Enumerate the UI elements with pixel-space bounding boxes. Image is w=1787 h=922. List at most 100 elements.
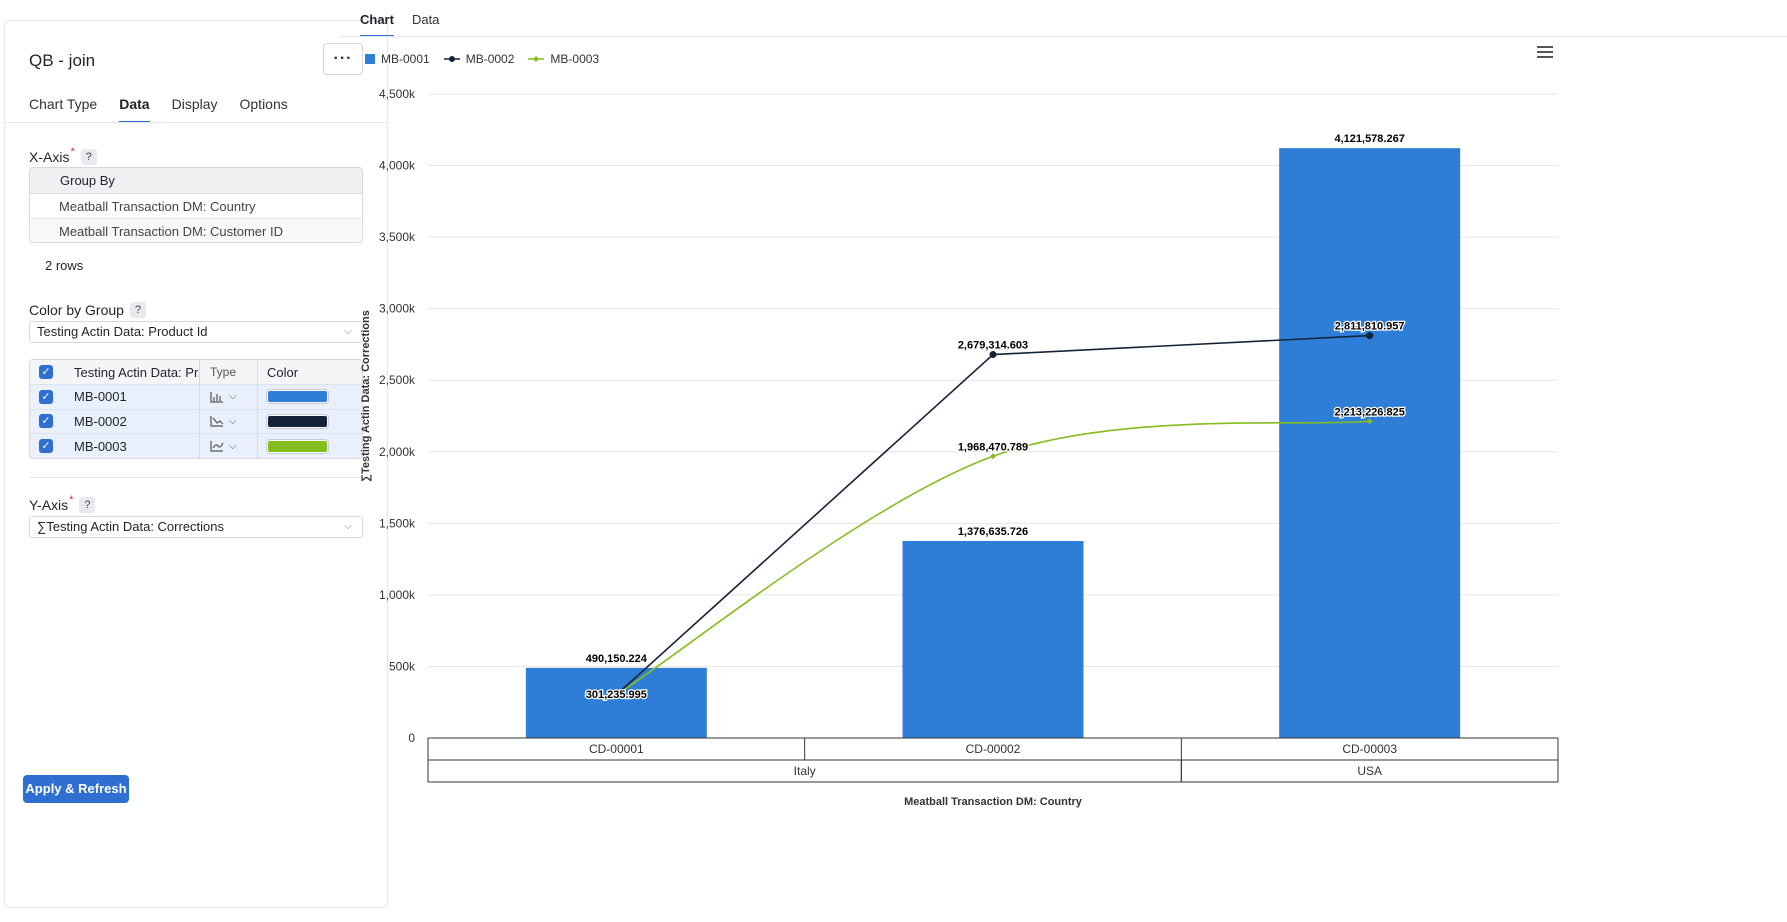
spline-point — [613, 691, 620, 698]
legend-item[interactable]: MB-0003 — [528, 52, 599, 66]
required-marker: * — [70, 146, 75, 158]
chevron-down-icon: ⌵ — [229, 391, 237, 403]
data-label: 2,811,810.957 — [1335, 321, 1405, 333]
series-type-select[interactable]: ⌵ — [199, 385, 257, 409]
y-tick-label: 1,500k — [379, 516, 416, 530]
chevron-down-icon: ⌵ — [229, 440, 237, 452]
x-axis-label-row: X-Axis * ? — [29, 146, 97, 165]
legend-label: MB-0001 — [381, 52, 430, 66]
y-tick-label: 3,000k — [379, 302, 416, 316]
tab-options[interactable]: Options — [239, 96, 288, 112]
series-color-picker[interactable] — [257, 385, 362, 409]
help-icon[interactable]: ? — [129, 302, 146, 318]
x-group-label: USA — [1357, 764, 1382, 778]
color-swatch — [267, 390, 328, 404]
series-color-picker[interactable] — [257, 409, 362, 433]
legend-line-marker — [443, 56, 460, 62]
series-type-select[interactable]: ⌵ — [199, 434, 257, 458]
y-axis-value: ∑Testing Actin Data: Corrections — [37, 519, 225, 534]
y-axis-select[interactable]: ∑Testing Actin Data: Corrections ⌵ — [29, 516, 363, 538]
series-type-select[interactable]: ⌵ — [199, 409, 257, 433]
data-label: 301,235.995 — [586, 689, 647, 701]
y-tick-label: 2,000k — [379, 445, 416, 459]
data-label: 4,121,578.267 — [1334, 133, 1404, 145]
series-color-header: Color — [257, 360, 362, 384]
bar — [525, 667, 707, 738]
group-by-item[interactable]: Meatball Transaction DM: Customer ID — [30, 219, 362, 242]
data-label: 490,150.224 — [586, 653, 648, 665]
x-axis-title: Meatball Transaction DM: Country — [904, 796, 1083, 808]
y-tick-label: 2,500k — [379, 373, 416, 387]
series-checkbox[interactable]: ✓ — [39, 439, 53, 454]
data-label: 1,968,470.789 — [958, 441, 1028, 453]
select-all-checkbox[interactable]: ✓ — [39, 365, 53, 379]
y-tick-label: 4,000k — [379, 159, 416, 173]
group-by-header: Group By — [30, 168, 362, 194]
y-tick-label: 4,500k — [379, 87, 416, 101]
hamburger-menu-icon[interactable] — [1537, 46, 1553, 60]
x-tick-label: CD-00001 — [589, 742, 644, 756]
data-label: 2,213,226.825 — [1334, 406, 1404, 418]
tab-chart-type[interactable]: Chart Type — [29, 96, 98, 112]
chart-config-panel: QB - join ··· Chart Type Data Display Op… — [4, 20, 388, 908]
y-tick-label: 1,000k — [379, 588, 416, 602]
series-row: ✓ MB-0003 ⌵ — [30, 434, 362, 458]
y-axis-label-row: Y-Axis * ? — [29, 494, 96, 513]
data-label: 1,376,635.726 — [958, 526, 1028, 538]
series-table: ✓ Testing Actin Data: Pr... Type Color ✓… — [29, 359, 363, 459]
series-table-header: ✓ Testing Actin Data: Pr... Type Color — [30, 360, 362, 385]
series-row: ✓ MB-0002 ⌵ — [30, 409, 362, 434]
color-by-value: Testing Actin Data: Product Id — [37, 324, 208, 339]
row-count: 2 rows — [45, 258, 84, 273]
chevron-down-icon: ⌵ — [344, 326, 352, 337]
color-swatch — [267, 414, 328, 428]
series-name: MB-0003 — [74, 438, 127, 454]
color-swatch — [267, 439, 328, 453]
y-tick-label: 0 — [408, 731, 415, 745]
x-tick-label: CD-00003 — [1342, 742, 1397, 756]
data-label: 2,679,314.603 — [958, 340, 1028, 352]
legend-label: MB-0003 — [550, 52, 600, 66]
legend-item[interactable]: MB-0002 — [443, 52, 515, 66]
color-by-label: Color by Group — [29, 302, 124, 318]
bar — [902, 540, 1084, 738]
line-point — [989, 351, 997, 359]
spline-point — [1366, 418, 1373, 425]
legend-label: MB-0002 — [465, 52, 515, 66]
legend-item[interactable]: MB-0001 — [365, 52, 430, 66]
series-color-picker[interactable] — [257, 434, 362, 458]
line-chart-icon — [210, 416, 224, 427]
chart-legend: MB-0001 MB-0002 MB-0003 — [365, 52, 613, 66]
more-options-button[interactable]: ··· — [323, 43, 363, 75]
help-icon[interactable]: ? — [80, 149, 97, 165]
x-axis-group-by-list: Group By Meatball Transaction DM: Countr… — [29, 167, 363, 243]
bar — [1279, 148, 1461, 738]
help-icon[interactable]: ? — [79, 497, 96, 513]
chevron-down-icon: ⌵ — [229, 415, 237, 427]
series-checkbox[interactable]: ✓ — [39, 414, 53, 429]
color-by-select[interactable]: Testing Actin Data: Product Id ⌵ — [29, 321, 363, 343]
x-tick-label: CD-00002 — [966, 742, 1021, 756]
spline-chart-icon — [210, 441, 224, 452]
group-by-item[interactable]: Meatball Transaction DM: Country — [30, 194, 362, 219]
color-by-label-row: Color by Group ? — [29, 302, 146, 318]
spline-point — [990, 453, 996, 460]
apply-refresh-button[interactable]: Apply & Refresh — [23, 775, 129, 803]
x-group-label: Italy — [794, 764, 816, 778]
series-name: MB-0001 — [74, 389, 127, 405]
legend-square-marker — [365, 54, 375, 64]
y-tick-label: 3,500k — [379, 230, 416, 244]
tab-data-view[interactable]: Data — [411, 12, 440, 27]
view-tabs: Chart Data — [360, 12, 457, 37]
series-type-header: Type — [199, 360, 257, 384]
series-checkbox[interactable]: ✓ — [39, 389, 53, 404]
tab-display[interactable]: Display — [171, 96, 218, 112]
y-axis-title: ∑Testing Actin Data: Corrections — [360, 310, 372, 482]
tabs-divider — [5, 122, 387, 123]
required-marker: * — [69, 494, 74, 506]
series-row: ✓ MB-0001 ⌵ — [30, 385, 362, 410]
view-tabs-divider — [340, 36, 1787, 37]
y-tick-label: 500k — [389, 659, 416, 673]
